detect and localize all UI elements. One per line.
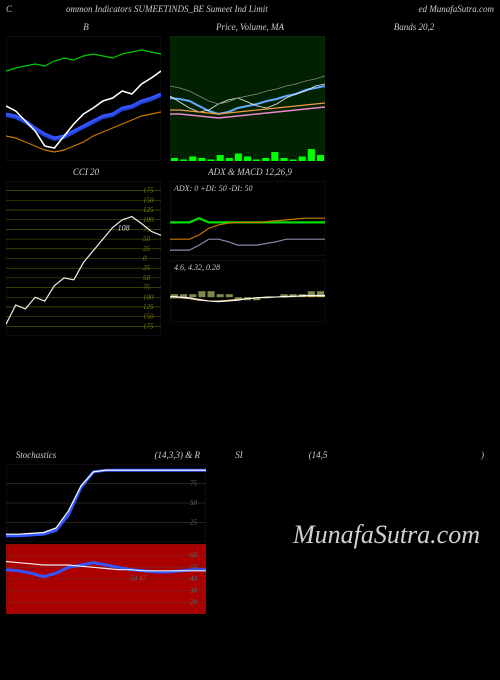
row-3-titles: Stochastics (14,3,3) & R SI (14,5 ) bbox=[0, 448, 500, 462]
stoch-title-r1: SI bbox=[204, 450, 274, 460]
price-title: Price, Volume, MA bbox=[170, 20, 330, 36]
spacer bbox=[0, 338, 500, 448]
svg-text:ADX: 0 +DI: 50 -DI: 50: ADX: 0 +DI: 50 -DI: 50 bbox=[173, 184, 253, 193]
svg-text:40: 40 bbox=[190, 575, 198, 583]
stoch-title-r2: (14,5 bbox=[278, 450, 358, 460]
bbands-panel: B bbox=[6, 20, 166, 161]
svg-text:30: 30 bbox=[189, 587, 198, 595]
header-left: C bbox=[6, 4, 16, 14]
bands-label-panel: Bands 20,2 bbox=[334, 20, 494, 161]
svg-text:50: 50 bbox=[190, 499, 198, 507]
svg-text:150: 150 bbox=[143, 313, 154, 321]
macd-chart: 4.6, 4.32, 0.28 bbox=[170, 260, 325, 322]
price-chart bbox=[170, 36, 325, 161]
svg-text:125: 125 bbox=[143, 303, 154, 311]
rsi-chart: 605040302050 47 bbox=[6, 544, 206, 614]
cci-panel: CCI 20 175150125100755025025507510012515… bbox=[6, 165, 166, 336]
svg-text:100: 100 bbox=[143, 293, 154, 301]
adx-macd-panel: ADX & MACD 12,26,9 ADX: 0 +DI: 50 -DI: 5… bbox=[170, 165, 330, 336]
svg-text:100: 100 bbox=[143, 216, 154, 224]
stoch-title-r3: ) bbox=[362, 450, 494, 460]
svg-text:75: 75 bbox=[143, 284, 151, 292]
price-panel: Price, Volume, MA bbox=[170, 20, 330, 161]
svg-text:4.6, 4.32, 0.28: 4.6, 4.32, 0.28 bbox=[174, 263, 220, 272]
svg-text:175: 175 bbox=[143, 187, 154, 195]
svg-text:75: 75 bbox=[190, 480, 198, 488]
svg-text:60: 60 bbox=[190, 552, 198, 560]
bands-label: Bands 20,2 bbox=[334, 20, 494, 36]
svg-text:150: 150 bbox=[143, 196, 154, 204]
svg-text:25: 25 bbox=[143, 264, 151, 272]
header-center: ommon Indicators SUMEETINDS_BE Sumeet In… bbox=[16, 4, 374, 14]
adx-chart: ADX: 0 +DI: 50 -DI: 50 bbox=[170, 181, 325, 256]
page-header: C ommon Indicators SUMEETINDS_BE Sumeet … bbox=[0, 0, 500, 18]
svg-text:20: 20 bbox=[190, 598, 198, 606]
svg-text:50: 50 bbox=[143, 274, 151, 282]
stoch-title-mid: (14,3,3) & R bbox=[70, 450, 200, 460]
svg-text:175: 175 bbox=[143, 322, 154, 330]
bbands-chart bbox=[6, 36, 161, 161]
cci-title: CCI 20 bbox=[6, 165, 166, 181]
row-1: B Price, Volume, MA Bands 20,2 bbox=[0, 18, 500, 163]
row-2: CCI 20 175150125100755025025507510012515… bbox=[0, 163, 500, 338]
bbands-title: B bbox=[6, 20, 166, 36]
stoch-title-left: Stochastics bbox=[6, 450, 66, 460]
header-right: ed MunafaSutra.com bbox=[374, 4, 494, 14]
svg-text:25: 25 bbox=[190, 519, 198, 527]
svg-text:25: 25 bbox=[143, 245, 151, 253]
svg-text:0: 0 bbox=[143, 255, 147, 263]
svg-text:50 47: 50 47 bbox=[130, 574, 146, 582]
svg-text:125: 125 bbox=[143, 206, 154, 214]
stoch-chart: 75 50 25 bbox=[6, 464, 206, 542]
adx-macd-title: ADX & MACD 12,26,9 bbox=[170, 165, 330, 181]
cci-chart: 1751501251007550250255075100125150175108 bbox=[6, 181, 161, 336]
svg-text:108: 108 bbox=[118, 224, 130, 233]
row-3: 75 50 25 60 50 40 30 20 50 47 bbox=[0, 462, 500, 616]
svg-text:50: 50 bbox=[143, 235, 151, 243]
